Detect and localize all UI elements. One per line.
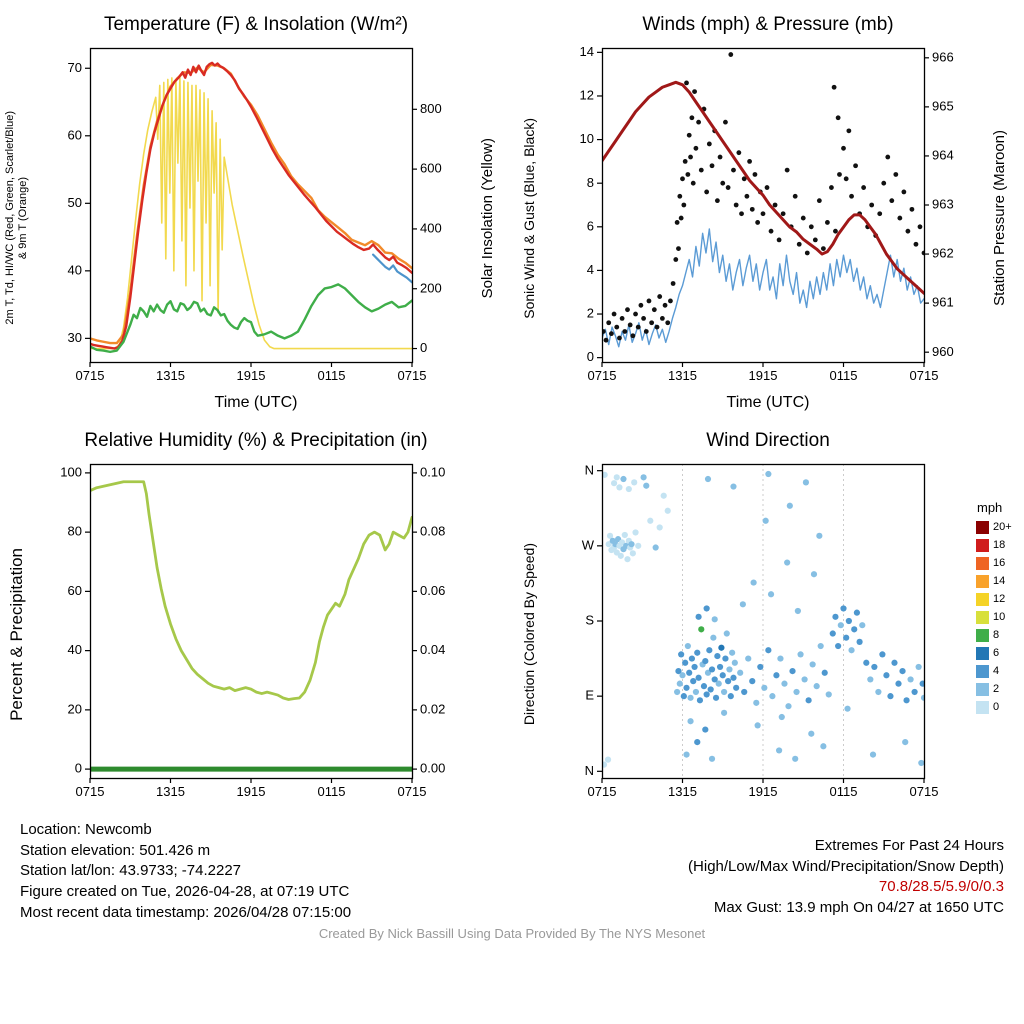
temperature-x-axis-label: Time (UTC) [214, 394, 298, 411]
humidity-y-axis-label: Percent & Precipitation [7, 547, 27, 721]
extremes-subtitle: (High/Low/Max Wind/Precipitation/Snow De… [688, 857, 1004, 875]
credit-line: Created By Nick Bassill Using Data Provi… [318, 926, 706, 942]
legend-label: 18 [993, 539, 1006, 551]
wind-direction-panel: Wind Direction Direction (Colored By Spe… [512, 416, 1024, 814]
data-timestamp: Most recent data timestamp: 2026/04/28 0… [20, 903, 352, 921]
legend-item: 2 [976, 680, 1012, 698]
legend-label: 10 [993, 611, 1006, 623]
insolation-y-axis-label: Solar Insolation (Yellow) [479, 137, 497, 299]
legend-label: 20+ [993, 521, 1012, 533]
legend-item: 20+ [976, 518, 1012, 536]
humidity-chart-title: Relative Humidity (%) & Precipitation (i… [84, 430, 428, 451]
legend-label: 0 [993, 701, 1000, 713]
wind-direction-chart-canvas [546, 454, 976, 814]
winds-x-axis-label: Time (UTC) [726, 394, 810, 411]
legend-label: 2 [993, 683, 1000, 695]
legend-item: 14 [976, 572, 1012, 590]
speed-legend: mph 20+ 18 16 14 12 10 8 6 4 2 0 [976, 500, 1012, 716]
station-info: Location: Newcomb Station elevation: 501… [20, 820, 351, 923]
wind-direction-chart-title: Wind Direction [706, 430, 830, 451]
temperature-y-axis-label-line2: & 9m T (Orange) [17, 176, 29, 260]
extremes-values: 70.8/28.5/5.9/0/0.3 [878, 878, 1004, 896]
temperature-y-axis-label-line1: 2m T, Td, HI/WC (Red, Green, Scarlet/Blu… [4, 111, 17, 325]
legend-item: 8 [976, 626, 1012, 644]
wind-y-axis-label: Sonic Wind & Gust (Blue, Black) [520, 117, 537, 319]
legend-swatch-icon [976, 700, 989, 714]
legend-item: 0 [976, 698, 1012, 716]
legend-swatch-icon [976, 646, 989, 660]
legend-swatch-icon [976, 682, 989, 696]
temperature-insolation-panel: Temperature (F) & Insolation (W/m²) 2m T… [0, 0, 512, 416]
wind-direction-y-axis-label: Direction (Colored By Speed) [520, 542, 537, 726]
legend-swatch-icon [976, 628, 989, 642]
legend-label: 6 [993, 647, 1000, 659]
legend-swatch-icon [976, 574, 989, 588]
station-elevation: Station elevation: 501.426 m [20, 841, 211, 859]
legend-label: 14 [993, 575, 1006, 587]
extremes-block: Extremes For Past 24 Hours (High/Low/Max… [688, 820, 1004, 919]
speed-legend-items: 20+ 18 16 14 12 10 8 6 4 2 0 [976, 518, 1012, 716]
legend-item: 18 [976, 536, 1012, 554]
legend-swatch-icon [976, 592, 989, 606]
legend-item: 10 [976, 608, 1012, 626]
legend-swatch-icon [976, 556, 989, 570]
humidity-chart-canvas [34, 454, 464, 814]
speed-legend-title: mph [977, 500, 1003, 515]
legend-label: 16 [993, 557, 1006, 569]
legend-item: 6 [976, 644, 1012, 662]
station-latlon: Station lat/lon: 43.9733; -74.2227 [20, 862, 242, 880]
legend-item: 12 [976, 590, 1012, 608]
legend-label: 12 [993, 593, 1006, 605]
legend-label: 4 [993, 665, 1000, 677]
chart-grid: Temperature (F) & Insolation (W/m²) 2m T… [0, 0, 1024, 814]
legend-swatch-icon [976, 538, 989, 552]
temperature-chart-canvas [34, 38, 464, 398]
station-location: Location: Newcomb [20, 821, 152, 838]
temperature-chart-title: Temperature (F) & Insolation (W/m²) [103, 14, 409, 35]
station-footer: Location: Newcomb Station elevation: 501… [0, 814, 1024, 923]
figure-created: Figure created on Tue, 2026-04-28, at 07… [20, 883, 350, 901]
legend-swatch-icon [976, 610, 989, 624]
pressure-y-axis-label: Station Pressure (Maroon) [991, 130, 1009, 306]
winds-chart-title: Winds (mph) & Pressure (mb) [642, 14, 894, 35]
max-gust: Max Gust: 13.9 mph On 04/27 at 1650 UTC [713, 899, 1004, 917]
winds-chart-canvas [546, 38, 976, 398]
extremes-title: Extremes For Past 24 Hours [814, 837, 1004, 854]
winds-pressure-panel: Winds (mph) & Pressure (mb) Sonic Wind &… [512, 0, 1024, 416]
legend-item: 4 [976, 662, 1012, 680]
legend-swatch-icon [976, 520, 989, 534]
humidity-precip-panel: Relative Humidity (%) & Precipitation (i… [0, 416, 512, 814]
legend-item: 16 [976, 554, 1012, 572]
legend-label: 8 [993, 629, 1000, 641]
legend-swatch-icon [976, 664, 989, 678]
